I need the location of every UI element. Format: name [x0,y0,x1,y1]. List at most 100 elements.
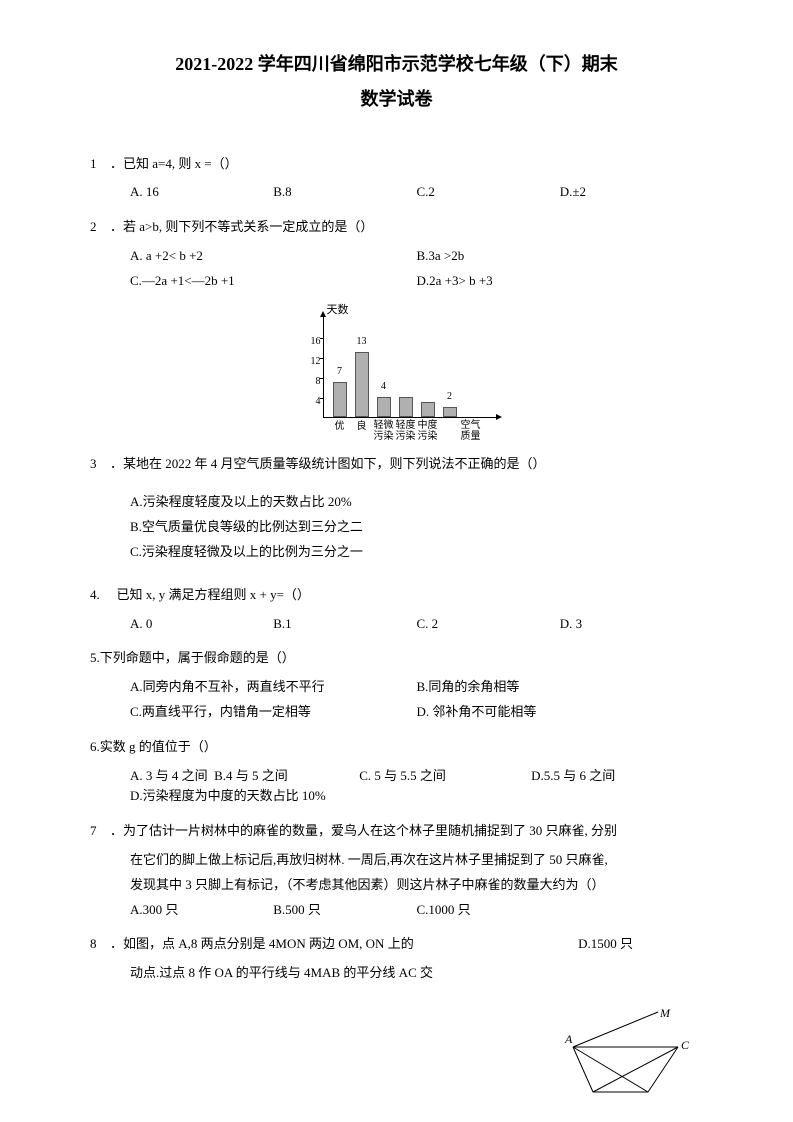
q7-opt-d: D.1500 只 [578,934,633,955]
geo-label-a: A [564,1032,573,1046]
bar-6 [443,407,457,417]
q2-opt-a: A. a +2< b +2 [130,246,417,267]
q5-opt-d: D. 邻补角不可能相等 [417,702,704,723]
q7-line3: 发现其中 3 只脚上有标记，（不考虑其他因素）则这片林子中麻雀的数量大约为（） [90,875,703,896]
q7-body1: ．为了估计一片树林中的麻雀的数量，爱鸟人在这个林子里随机捕捉到了 30 只麻雀,… [110,823,617,838]
ytick-8: 8 [305,374,321,390]
q4-opt-d: D. 3 [560,614,703,635]
q6-body: 实数 g 的值位于（） [100,739,217,754]
q7-line2: 在它们的脚上做上标记后,再放归树林. 一周后,再次在这片林子里捕捉到了 50 只… [90,850,703,871]
q3-body: ．某地在 2022 年 4 月空气质量等级统计图如下，则下列说法不正确的是（） [110,456,546,471]
q1-text: 1．已知 a=4, 则 x =（） [90,154,703,175]
q3-opt-b: B.空气质量优良等级的比例达到三分之二 [90,517,703,538]
q5-options: A.同旁内角不互补，两直线不平行 B.同角的余角相等 C.两直线平行，内错角一定… [90,677,703,723]
q1-opt-b: B.8 [273,182,416,203]
q5-body: 下列命题中，属于假命题的是（） [100,650,295,665]
q1-opt-d: D.±2 [560,182,703,203]
bar-4 [399,397,413,417]
q4-opt-a: A. 0 [130,614,273,635]
bar-6-label: 2 [447,389,452,405]
bar-3-cat: 轻微污染 [374,420,394,442]
ytick-line-4 [320,398,323,399]
q7-opt-b: B.500 只 [273,900,416,921]
q6-num: 6. [90,739,100,754]
q2-opt-b: B.3a >2b [417,246,704,267]
q8-line2: 动点.过点 8 作 OA 的平行线与 4MAB 的平分线 AC 交 [90,963,703,984]
q2-text: 2．若 a>b, 则下列不等式关系一定成立的是（） [90,217,703,238]
q5-opt-b: B.同角的余角相等 [417,677,704,698]
q2-opt-d: D.2a +3> b +3 [417,271,704,292]
q3-text: 3．某地在 2022 年 4 月空气质量等级统计图如下，则下列说法不正确的是（） [90,454,703,475]
q4-text: 4. 已知 x, y 满足方程组则 x + y=（） [90,585,703,606]
q2-opt-c: C.—2a +1<—2b +1 [130,271,417,292]
q2-options: A. a +2< b +2 B.3a >2b C.—2a +1<—2b +1 D… [90,246,703,292]
q6-opt-c: C. 5 与 5.5 之间 [359,766,531,787]
chart-ylabel: 天数 [327,302,349,320]
bar-2-label: 13 [357,334,367,350]
ytick-line-12 [320,358,323,359]
q6-extra: D.污染程度为中度的天数占比 10% [130,786,703,807]
q4-opt-c: C. 2 [417,614,560,635]
bar-chart-container: 天数 4 8 12 16 7 优 13 良 4 轻微污染 轻度污染 中度污染 2… [90,306,703,446]
bar-4-cat: 轻度污染 [396,420,416,442]
q3-opt-c: C.污染程度轻微及以上的比例为三分之一 [90,542,703,563]
q3-opt-a: A.污染程度轻度及以上的天数占比 20% [90,492,703,513]
q1-body: ．已知 a=4, 则 x =（） [110,156,238,171]
q1-opt-a: A. 16 [130,182,273,203]
ytick-line-16 [320,338,323,339]
question-3: 3．某地在 2022 年 4 月空气质量等级统计图如下，则下列说法不正确的是（）… [90,454,703,563]
q6-opt-d: D.5.5 与 6 之间 [531,766,703,787]
q2-body: ．若 a>b, 则下列不等式关系一定成立的是（） [110,219,373,234]
bar-1 [333,382,347,417]
ytick-16: 16 [305,334,321,350]
q2-num: 2 [90,217,110,238]
bar-1-cat: 优 [335,421,345,432]
ytick-4: 4 [305,394,321,410]
q1-num: 1 [90,154,110,175]
x-right-label: 空气质量 [461,420,481,442]
question-4: 4. 已知 x, y 满足方程组则 x + y=（） A. 0 B.1 C. 2… [90,585,703,635]
bar-1-label: 7 [337,364,342,380]
q7-opt-c: C.1000 只 [417,900,560,921]
bar-5-cat: 中度污染 [418,420,438,442]
geo-svg: M A C [563,1007,693,1102]
q8-body1: ．如图，点 A,8 两点分别是 4MON 两边 OM, ON 上的 [110,936,414,951]
page-title: 2021-2022 学年四川省绵阳市示范学校七年级（下）期末 [90,50,703,79]
q5-opt-a: A.同旁内角不互补，两直线不平行 [130,677,417,698]
chart-x-axis [323,417,497,418]
q8-num: 8 [90,934,110,955]
q5-opt-c: C.两直线平行，内错角一定相等 [130,702,417,723]
question-2: 2．若 a>b, 则下列不等式关系一定成立的是（） A. a +2< b +2 … [90,217,703,291]
q7-options: A.300 只 B.500 只 C.1000 只 [90,900,703,921]
q6-text: 6.实数 g 的值位于（） [90,737,703,758]
bar-2 [355,352,369,417]
q7-opt-a: A.300 只 [130,900,273,921]
q1-options: A. 16 B.8 C.2 D.±2 [90,182,703,203]
q7-num: 7 [90,821,110,842]
geometry-figure: M A C [563,1007,693,1102]
chart-y-axis [323,316,324,418]
q5-text: 5.下列命题中，属于假命题的是（） [90,648,703,669]
q6-opt-b: B.4 与 5 之间 [214,768,288,783]
geo-label-c: C [681,1038,690,1052]
q4-options: A. 0 B.1 C. 2 D. 3 [90,614,703,635]
q4-opt-b: B.1 [273,614,416,635]
bar-3 [377,397,391,417]
q1-opt-c: C.2 [417,182,560,203]
ytick-12: 12 [305,354,321,370]
bar-5 [421,402,435,417]
question-8: D.1500 只 8．如图，点 A,8 两点分别是 4MON 两边 OM, ON… [90,934,703,984]
question-6: 6.实数 g 的值位于（） A. 3 与 4 之间 B.4 与 5 之间 C. … [90,737,703,807]
page-subtitle: 数学试卷 [90,85,703,114]
question-7: 7．为了估计一片树林中的麻雀的数量，爱鸟人在这个林子里随机捕捉到了 30 只麻雀… [90,821,703,920]
geo-label-m: M [659,1007,671,1020]
q7-line1: 7．为了估计一片树林中的麻雀的数量，爱鸟人在这个林子里随机捕捉到了 30 只麻雀… [90,821,703,842]
q3-num: 3 [90,454,110,475]
question-5: 5.下列命题中，属于假命题的是（） A.同旁内角不互补，两直线不平行 B.同角的… [90,648,703,722]
q6-opt-a: A. 3 与 4 之间 [130,768,208,783]
bar-2-cat: 良 [357,421,367,432]
question-1: 1．已知 a=4, 则 x =（） A. 16 B.8 C.2 D.±2 [90,154,703,204]
bar-3-label: 4 [381,379,386,395]
ytick-line-8 [320,378,323,379]
q7-opt-placeholder [560,900,703,921]
